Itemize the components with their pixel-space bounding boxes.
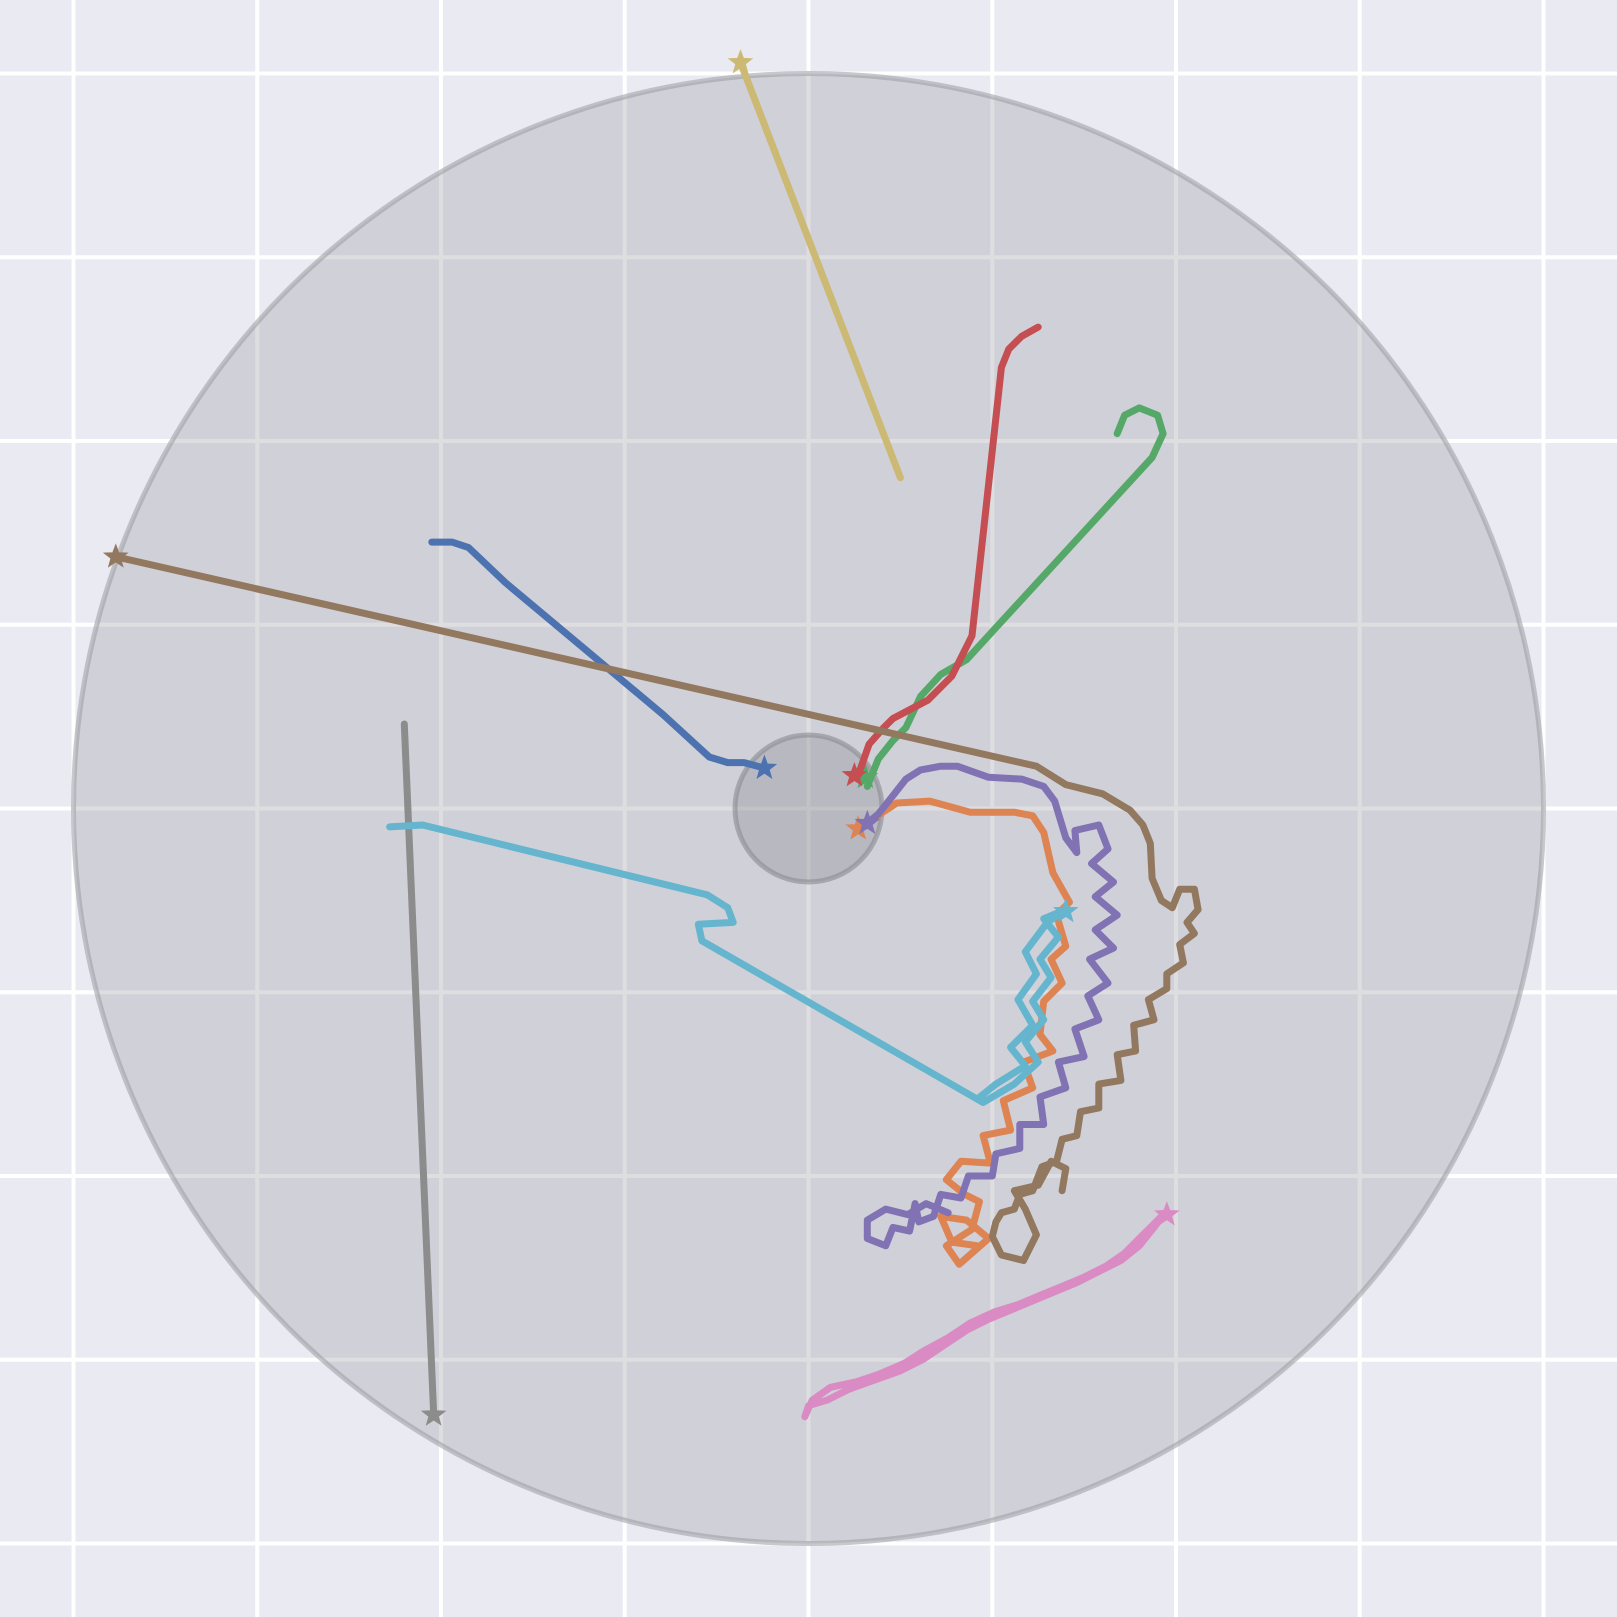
trajectory-line-5 [863,762,1121,1250]
start-star-marker-4 [841,761,868,787]
target-circle [732,732,885,885]
trajectories [102,49,1202,1426]
trajectory-line-6 [112,553,1202,1264]
start-star-marker-5 [854,809,881,835]
trajectory-line-3 [863,404,1167,790]
start-star-marker-7 [1154,1201,1180,1226]
arena [71,71,1546,1546]
start-star-marker-9 [727,49,754,74]
start-star-marker-6 [102,543,129,568]
trajectory-line-10 [386,821,1070,1106]
trajectory-line-9 [737,59,904,482]
start-star-marker-1 [751,754,778,779]
arena-circle [71,71,1546,1546]
start-star-marker-8 [420,1401,447,1426]
start-star-marker-10 [1052,897,1079,923]
trajectory-line-8 [400,720,438,1419]
trajectory-line-1 [428,538,768,772]
